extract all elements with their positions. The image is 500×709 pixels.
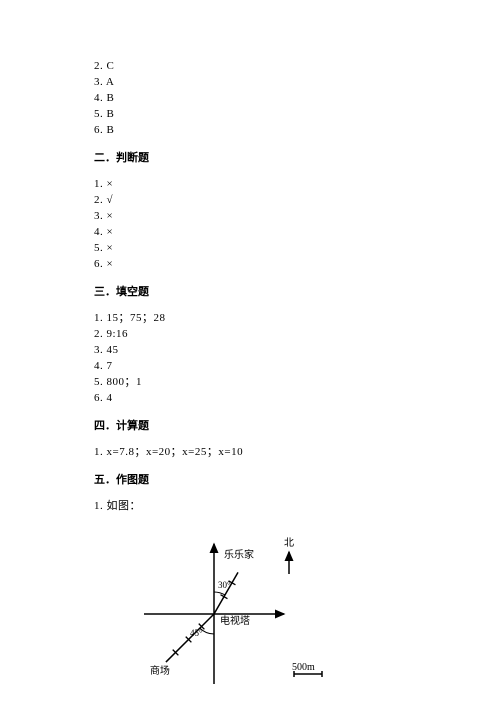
direction-diagram-svg: 乐乐家电视塔商场 30° 45° 北 500m [104, 524, 334, 704]
fill-line: 4. 7 [94, 358, 410, 374]
tf-line: 6. × [94, 256, 410, 272]
answer-line: 5. B [94, 106, 410, 122]
svg-text:500m: 500m [292, 662, 315, 673]
answer-line: 2. C [94, 58, 410, 74]
section-2-heading: 二．判断题 [94, 150, 410, 166]
answer-line: 3. A [94, 74, 410, 90]
section-3-heading: 三．填空题 [94, 284, 410, 300]
fill-line: 6. 4 [94, 390, 410, 406]
figure-line: 1. 如图： [94, 498, 410, 514]
section-5-heading: 五．作图题 [94, 472, 410, 488]
svg-text:45°: 45° [190, 628, 203, 638]
fill-line: 1. 15；75；28 [94, 310, 410, 326]
fill-line: 3. 45 [94, 342, 410, 358]
svg-text:商场: 商场 [150, 664, 170, 677]
answer-line: 6. B [94, 122, 410, 138]
fill-line: 5. 800；1 [94, 374, 410, 390]
svg-text:电视塔: 电视塔 [220, 614, 250, 627]
tf-line: 5. × [94, 240, 410, 256]
direction-diagram: 乐乐家电视塔商场 30° 45° 北 500m [104, 524, 410, 709]
section-4-heading: 四．计算题 [94, 418, 410, 434]
svg-text:北: 北 [284, 537, 294, 549]
tf-line: 2. √ [94, 192, 410, 208]
calc-line: 1. x=7.8；x=20；x=25；x=10 [94, 444, 410, 460]
answer-line: 4. B [94, 90, 410, 106]
fill-line: 2. 9:16 [94, 326, 410, 342]
tf-line: 4. × [94, 224, 410, 240]
svg-text:30°: 30° [218, 580, 231, 590]
tf-line: 3. × [94, 208, 410, 224]
svg-text:乐乐家: 乐乐家 [224, 548, 254, 561]
tf-line: 1. × [94, 176, 410, 192]
